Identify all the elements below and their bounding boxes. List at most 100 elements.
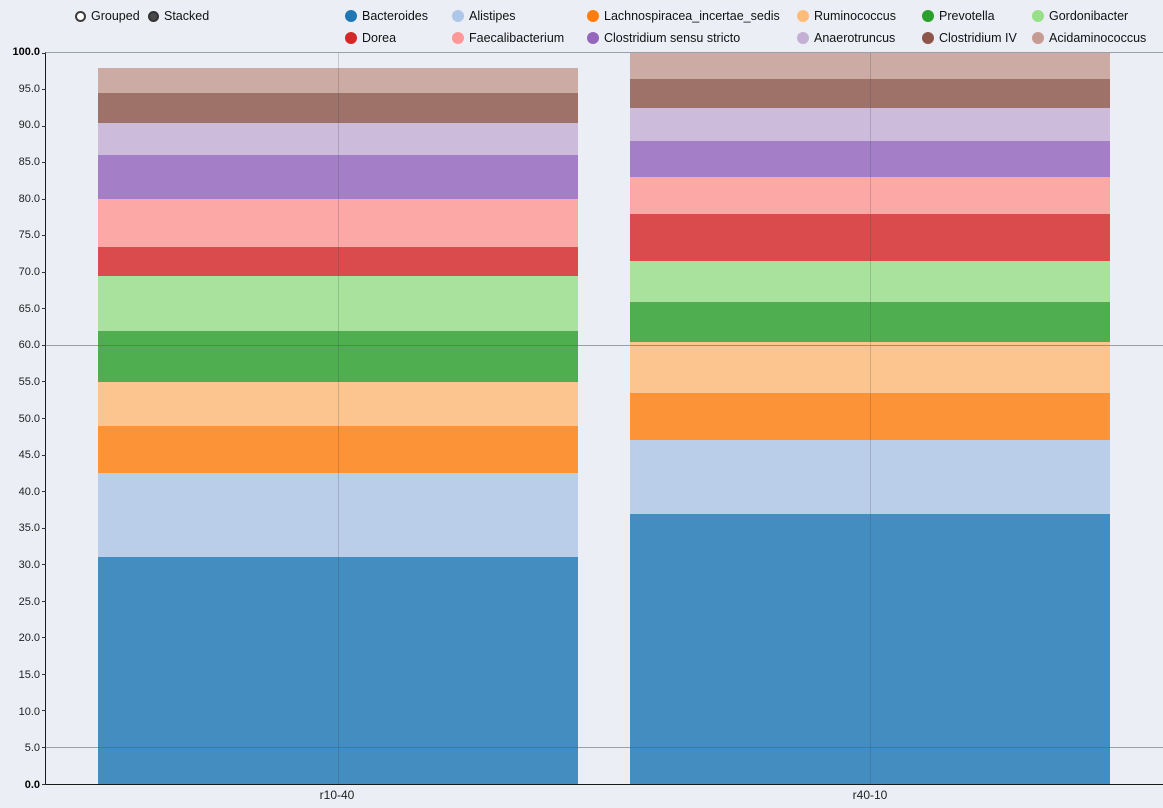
y-tick-mark bbox=[42, 673, 46, 675]
legend-label: Anaerotruncus bbox=[814, 31, 896, 45]
y-tick-mark bbox=[42, 235, 46, 237]
legend-label: Dorea bbox=[362, 31, 397, 45]
x-category-label: r40-10 bbox=[852, 788, 888, 802]
y-tick-label: 0.0 bbox=[24, 779, 40, 791]
bar-segment[interactable] bbox=[98, 557, 578, 784]
bar-segment[interactable] bbox=[98, 276, 578, 331]
y-axis: 100.0 95.0 90.0 85.0 80.0 75.0 70.0 65.0 60.0 55.… bbox=[0, 46, 43, 791]
bar-segment[interactable] bbox=[98, 473, 578, 558]
plot-area bbox=[42, 52, 1163, 785]
bar-segment[interactable] bbox=[630, 140, 1110, 178]
y-tick-mark bbox=[42, 418, 46, 419]
legend-color-icon bbox=[452, 32, 464, 44]
y-tick-label: 80.0 bbox=[18, 192, 40, 205]
bar-segment[interactable] bbox=[98, 381, 578, 426]
y-tick-label: 55.0 bbox=[18, 375, 40, 388]
bar-segment[interactable] bbox=[98, 67, 578, 94]
y-tick-label: 5.0 bbox=[24, 742, 40, 755]
bar-segment[interactable] bbox=[98, 246, 578, 276]
mode-stacked-label: Stacked bbox=[164, 9, 210, 23]
radio-unselected-icon[interactable] bbox=[75, 10, 86, 22]
legend-label: Ruminococcus bbox=[814, 9, 896, 23]
mode-option-grouped[interactable]: Grouped bbox=[75, 9, 140, 23]
legend: Bacteroides Alistipes Lachnospiracea_incer… bbox=[345, 5, 1146, 49]
y-tick-label: 65.0 bbox=[18, 302, 40, 315]
legend-label: Faecalibacterium bbox=[469, 31, 565, 45]
bar-segment[interactable] bbox=[630, 301, 1110, 342]
legend-item[interactable]: Gordonibacter bbox=[1032, 9, 1146, 23]
legend-color-icon bbox=[345, 32, 357, 44]
y-tick-label: 70.0 bbox=[18, 265, 40, 278]
legend-item[interactable]: Faecalibacterium bbox=[452, 31, 587, 45]
legend-item[interactable]: Alistipes bbox=[452, 9, 587, 23]
y-tick-mark bbox=[42, 125, 46, 127]
y-tick-mark bbox=[42, 344, 46, 346]
legend-item[interactable]: Clostridium IV bbox=[922, 31, 1032, 45]
y-tick-label: 95.0 bbox=[18, 82, 40, 95]
bar-segment[interactable] bbox=[630, 261, 1110, 302]
legend-item[interactable]: Acidaminococcus bbox=[1032, 31, 1146, 45]
y-tick-mark bbox=[42, 637, 46, 639]
y-tick-label: 35.0 bbox=[18, 522, 40, 535]
y-tick-mark bbox=[42, 527, 46, 529]
legend-color-icon bbox=[922, 32, 934, 44]
bar-segment[interactable] bbox=[630, 341, 1110, 393]
y-tick-label: 15.0 bbox=[18, 669, 40, 682]
bar-segment[interactable] bbox=[630, 440, 1110, 514]
bar-segment[interactable] bbox=[98, 425, 578, 474]
legend-item[interactable]: Bacteroides bbox=[345, 9, 452, 23]
mode-option-stacked[interactable]: Stacked bbox=[148, 9, 209, 23]
bar-segment[interactable] bbox=[630, 78, 1110, 108]
bar-segment[interactable] bbox=[630, 177, 1110, 214]
y-tick-label: 50.0 bbox=[18, 412, 40, 425]
y-tick-label: 25.0 bbox=[18, 595, 40, 608]
bar-segment[interactable] bbox=[98, 155, 578, 200]
radio-selected-icon[interactable] bbox=[148, 10, 159, 22]
legend-item[interactable]: Ruminococcus bbox=[797, 9, 922, 23]
y-tick-label: 60.0 bbox=[18, 339, 40, 352]
y-tick-mark bbox=[42, 564, 46, 566]
bar-segment[interactable] bbox=[630, 392, 1110, 441]
y-tick-label: 75.0 bbox=[18, 229, 40, 242]
y-tick-mark bbox=[42, 710, 46, 712]
legend-item[interactable]: Anaerotruncus bbox=[797, 31, 922, 45]
legend-item[interactable]: Clostridium sensu stricto bbox=[587, 31, 797, 45]
legend-label: Prevotella bbox=[939, 9, 995, 23]
y-tick-mark bbox=[42, 783, 46, 785]
y-tick-label: 30.0 bbox=[18, 559, 40, 572]
legend-item[interactable]: Prevotella bbox=[922, 9, 1032, 23]
y-tick-mark bbox=[42, 746, 46, 748]
legend-color-icon bbox=[587, 32, 599, 44]
y-tick-mark bbox=[42, 198, 46, 200]
legend-item[interactable]: Lachnospiracea_incertae_sedis bbox=[587, 9, 797, 23]
legend-color-icon bbox=[1032, 10, 1044, 22]
y-tick-label: 90.0 bbox=[18, 119, 40, 132]
legend-label: Clostridium sensu stricto bbox=[604, 31, 741, 45]
stacked-bar-r10-40[interactable] bbox=[98, 53, 578, 784]
legend-color-icon bbox=[587, 10, 599, 22]
legend-label: Lachnospiracea_incertae_sedis bbox=[604, 9, 780, 23]
bar-segment[interactable] bbox=[630, 107, 1110, 141]
y-tick-label: 100.0 bbox=[12, 46, 40, 58]
y-tick-mark bbox=[42, 600, 46, 602]
bar-segment[interactable] bbox=[630, 53, 1110, 79]
legend-color-icon bbox=[452, 10, 464, 22]
y-tick-mark bbox=[42, 271, 46, 273]
bar-segment[interactable] bbox=[98, 199, 578, 247]
bars-container bbox=[46, 53, 1163, 784]
legend-label: Alistipes bbox=[469, 9, 516, 23]
stacked-bar-r40-10[interactable] bbox=[630, 53, 1110, 784]
bar-segment[interactable] bbox=[98, 330, 578, 382]
y-tick-label: 85.0 bbox=[18, 155, 40, 168]
legend-label: Clostridium IV bbox=[939, 31, 1017, 45]
y-tick-mark bbox=[42, 454, 46, 456]
bar-segment[interactable] bbox=[98, 93, 578, 123]
bar-segment[interactable] bbox=[630, 213, 1110, 262]
y-tick-label: 40.0 bbox=[18, 485, 40, 498]
legend-label: Bacteroides bbox=[362, 9, 429, 23]
bar-segment[interactable] bbox=[630, 513, 1110, 784]
legend-color-icon bbox=[797, 10, 809, 22]
bar-segment[interactable] bbox=[98, 122, 578, 156]
legend-item[interactable]: Dorea bbox=[345, 31, 452, 45]
y-tick-mark bbox=[42, 89, 46, 91]
